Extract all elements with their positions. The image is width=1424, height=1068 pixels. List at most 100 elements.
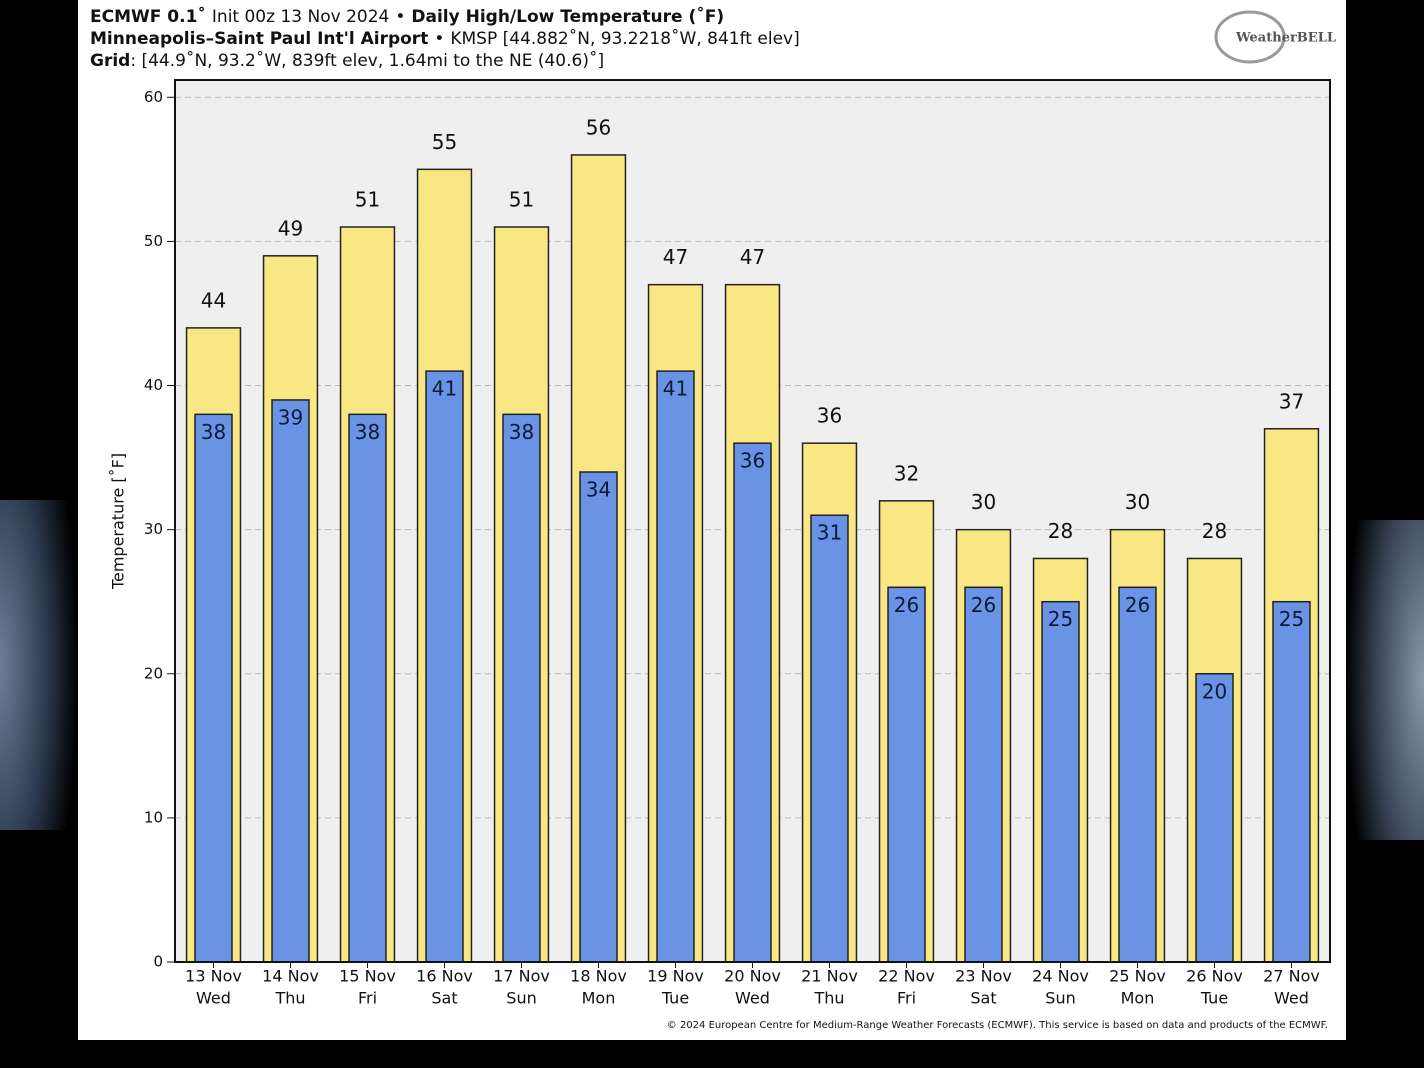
x-tick-label: 25 Nov — [1109, 967, 1166, 986]
x-tick-label: 19 Nov — [647, 967, 704, 986]
low-bar — [502, 413, 541, 963]
low-label: 25 — [1279, 607, 1304, 631]
y-axis-label: Temperature [˚F] — [109, 453, 128, 590]
x-tick-weekday: Sun — [1045, 989, 1075, 1008]
x-tick-weekday: Thu — [813, 989, 844, 1008]
low-label: 38 — [201, 420, 226, 444]
x-tick-weekday: Tue — [661, 989, 689, 1008]
low-bar — [1272, 600, 1311, 963]
model: ECMWF 0.1˚ — [90, 5, 206, 27]
x-tick-weekday: Wed — [735, 989, 770, 1008]
high-label: 47 — [740, 245, 765, 269]
x-tick-weekday: Wed — [196, 989, 231, 1008]
low-bar — [1041, 600, 1080, 963]
title: ECMWF 0.1˚ Init 00z 13 Nov 2024 • Daily Hig… — [90, 5, 724, 27]
y-tick-label: 30 — [144, 520, 163, 538]
x-tick-weekday: Sun — [506, 989, 536, 1008]
x-tick-label: 17 Nov — [493, 967, 550, 986]
x-tick-label: 26 Nov — [1186, 967, 1243, 986]
x-tick-label: 20 Nov — [724, 967, 781, 986]
high-label: 28 — [1048, 519, 1073, 543]
x-tick-weekday: Thu — [274, 989, 305, 1008]
high-label: 51 — [355, 188, 380, 212]
low-bar — [810, 514, 849, 963]
high-label: 55 — [432, 130, 457, 154]
x-tick-weekday: Sat — [970, 989, 996, 1008]
x-tick-weekday: Mon — [582, 989, 616, 1008]
low-label: 38 — [355, 420, 380, 444]
x-tick-label: 23 Nov — [955, 967, 1012, 986]
y-tick-label: 20 — [144, 664, 163, 682]
high-label: 28 — [1202, 519, 1227, 543]
low-label: 34 — [586, 478, 611, 502]
low-label: 41 — [663, 377, 688, 401]
high-label: 32 — [894, 461, 919, 485]
low-bar — [964, 586, 1003, 963]
grid-label: Grid — [90, 51, 130, 71]
earth-left — [0, 500, 78, 830]
copyright: © 2024 European Centre for Medium-Range … — [667, 1020, 1328, 1031]
separator: • — [434, 29, 444, 49]
y-tick-label: 0 — [153, 953, 163, 971]
low-bar — [425, 370, 464, 963]
earth-right — [1346, 520, 1424, 840]
x-tick-label: 16 Nov — [416, 967, 473, 986]
high-label: 51 — [509, 188, 534, 212]
high-label: 47 — [663, 245, 688, 269]
low-label: 26 — [894, 593, 919, 617]
separator: • — [395, 7, 405, 27]
low-bar — [733, 442, 772, 963]
x-tick-weekday: Mon — [1121, 989, 1155, 1008]
x-tick-weekday: Fri — [358, 989, 377, 1008]
y-tick-label: 40 — [144, 376, 163, 394]
low-label: 31 — [817, 521, 842, 545]
high-label: 30 — [1125, 490, 1150, 514]
x-tick-weekday: Sat — [431, 989, 457, 1008]
init: Init 00z 13 Nov 2024 — [212, 7, 389, 27]
x-tick-weekday: Wed — [1274, 989, 1309, 1008]
low-bar — [656, 370, 695, 963]
low-label: 41 — [432, 377, 457, 401]
logo: WeatherBELL — [1235, 31, 1336, 46]
grid-details: : [44.9˚N, 93.2˚W, 839ft elev, 1.64mi to… — [130, 50, 604, 71]
x-tick-label: 24 Nov — [1032, 967, 1089, 986]
low-bar — [1195, 673, 1234, 963]
plot-border — [174, 79, 1331, 963]
y-tick-label: 50 — [144, 232, 163, 250]
x-tick-weekday: Fri — [897, 989, 916, 1008]
low-label: 25 — [1048, 607, 1073, 631]
low-label: 38 — [509, 420, 534, 444]
logo-swirl — [1214, 10, 1286, 64]
product: Daily High/Low Temperature (˚F) — [411, 5, 724, 27]
high-label: 37 — [1279, 389, 1304, 413]
high-label: 56 — [586, 115, 611, 139]
y-tick-label: 10 — [144, 808, 163, 826]
low-bar — [348, 413, 387, 963]
x-tick-label: 22 Nov — [878, 967, 935, 986]
grid-point: Grid: [44.9˚N, 93.2˚W, 839ft elev, 1.64m… — [90, 50, 604, 71]
low-bar — [579, 471, 618, 963]
station-name: Minneapolis–Saint Paul Int'l Airport — [90, 29, 428, 49]
low-bar — [194, 413, 233, 963]
low-bar — [271, 399, 310, 963]
low-bar — [1118, 586, 1157, 963]
x-tick-label: 13 Nov — [185, 967, 242, 986]
x-tick-label: 15 Nov — [339, 967, 396, 986]
low-label: 36 — [740, 449, 765, 473]
low-label: 39 — [278, 405, 303, 429]
station: Minneapolis–Saint Paul Int'l Airport • KMS… — [90, 28, 800, 49]
high-label: 49 — [278, 216, 303, 240]
low-label: 20 — [1202, 679, 1227, 703]
low-label: 26 — [1125, 593, 1150, 617]
low-bar — [887, 586, 926, 963]
x-tick-weekday: Tue — [1200, 989, 1228, 1008]
x-tick-label: 18 Nov — [570, 967, 627, 986]
high-label: 44 — [201, 288, 226, 312]
x-tick-label: 21 Nov — [801, 967, 858, 986]
y-tick-label: 60 — [144, 88, 163, 106]
station-details: KMSP [44.882˚N, 93.2218˚W, 841ft elev] — [450, 28, 799, 49]
high-label: 30 — [971, 490, 996, 514]
x-tick-label: 14 Nov — [262, 967, 319, 986]
high-label: 36 — [817, 404, 842, 428]
